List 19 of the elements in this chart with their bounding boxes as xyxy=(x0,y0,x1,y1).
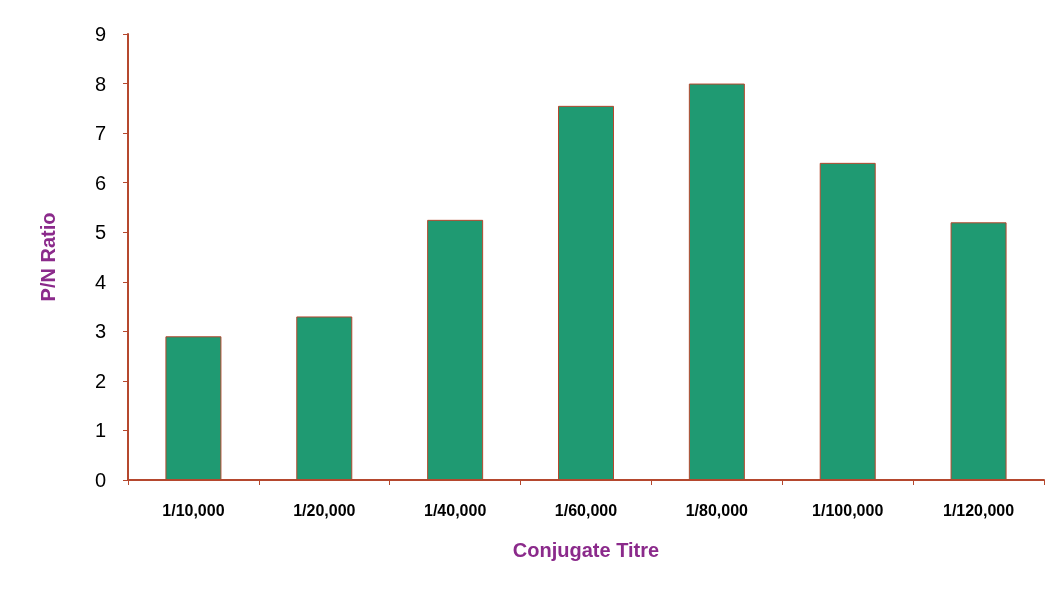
y-tick-label: 1 xyxy=(94,419,106,442)
x-tick-label: 1/80,000 xyxy=(685,501,749,519)
x-tick-label: 1/20,000 xyxy=(293,501,356,519)
x-tick-label: 1/10,000 xyxy=(162,501,225,519)
y-tick-label: 9 xyxy=(94,23,106,45)
y-tick-label: 2 xyxy=(94,369,106,392)
x-tick-label: 1/60,000 xyxy=(554,501,618,519)
x-tick-label: 1/120,000 xyxy=(942,501,1015,519)
y-tick-label: 3 xyxy=(94,320,106,343)
y-tick-label: 0 xyxy=(94,469,106,491)
x-tick-label: 1/40,000 xyxy=(424,501,487,519)
x-axis-title: Conjugate Titre xyxy=(512,539,660,561)
y-tick-label: 4 xyxy=(94,270,106,293)
x-tick-label: 1/100,000 xyxy=(812,501,884,519)
y-tick-label: 5 xyxy=(94,221,106,244)
y-tick-label: 6 xyxy=(94,171,106,194)
y-tick-label: 8 xyxy=(94,72,106,95)
y-axis-title: P/N Ratio xyxy=(37,212,59,302)
y-tick-label: 7 xyxy=(94,122,106,145)
